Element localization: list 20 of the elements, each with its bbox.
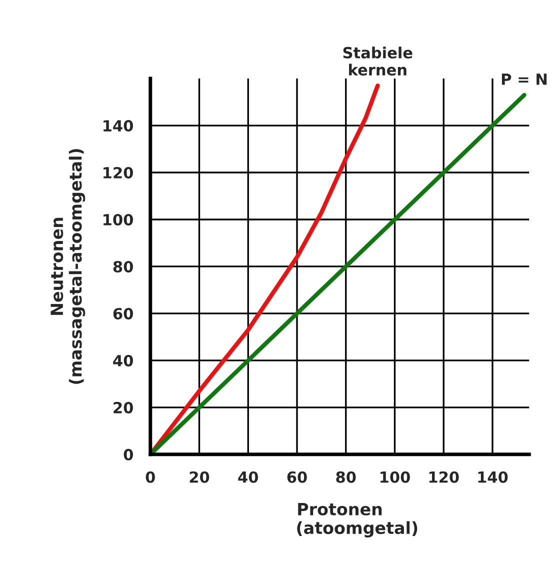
x-axis-title: Protonen (atoomgetal) [297,503,418,538]
y-tick-label: 40 [113,354,133,366]
x-tick-label: 80 [336,471,356,483]
y-tick-label: 20 [114,402,133,414]
series-label: Stabiele kernen [343,46,412,76]
y-tick-label: 140 [104,120,133,132]
y-tick-label: 100 [104,214,133,226]
x-tick-label: 60 [287,471,307,483]
x-tick-label: 100 [380,471,410,483]
x-tick-label: 120 [429,471,459,483]
x-tick-label: 0 [146,471,155,483]
y-tick-label: 60 [113,308,133,320]
series-label: P = N [502,74,547,85]
y-tick-label: 0 [124,448,133,460]
y-tick-label: 80 [113,260,133,272]
x-tick-label: 20 [190,471,210,483]
y-axis-title: Neutronen (massagetal-atoomgetal) [50,149,86,384]
x-tick-label: 140 [478,471,508,483]
x-tick-label: 40 [238,471,258,483]
y-tick-label: 120 [104,166,133,179]
